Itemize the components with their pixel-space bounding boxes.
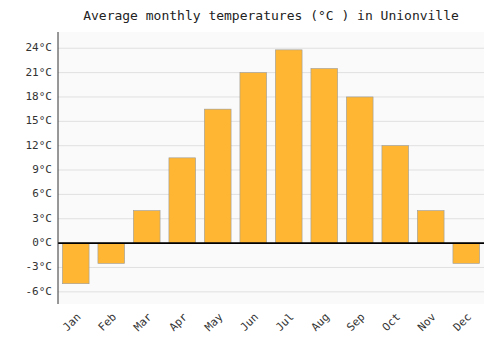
grid-line bbox=[58, 291, 484, 292]
chart-svg: -6°C -3°C 0°C 3°C 6°C 9°C 12°C 15°C 18°C 21°C 24°C… bbox=[0, 0, 500, 350]
x-axis: Jan Feb Mar Apr May Jun Jul Aug Sep Oct Nov Dec bbox=[60, 310, 474, 334]
bars bbox=[62, 50, 479, 284]
x-tick-label: Jun bbox=[238, 311, 261, 334]
bar bbox=[275, 50, 302, 243]
x-tick-label: Aug bbox=[309, 311, 332, 334]
x-tick-label: Sep bbox=[344, 311, 367, 334]
bar bbox=[98, 243, 125, 263]
grid-line bbox=[58, 72, 484, 73]
grid-line bbox=[58, 194, 484, 195]
y-tick-label: -3°C bbox=[26, 260, 53, 273]
y-axis: -6°C -3°C 0°C 3°C 6°C 9°C 12°C 15°C 18°C 21°C 24°C bbox=[26, 41, 53, 298]
x-tick-label: Apr bbox=[167, 310, 191, 334]
title: Average monthly temperatures (°C ) in Un… bbox=[83, 8, 459, 23]
bar bbox=[346, 97, 373, 243]
x-tick-label: Nov bbox=[415, 310, 439, 334]
y-tick-label: 3°C bbox=[32, 212, 52, 225]
zero-line bbox=[58, 242, 484, 244]
y-tick-label: 15°C bbox=[26, 114, 53, 127]
bar bbox=[382, 146, 409, 243]
bar bbox=[311, 69, 338, 244]
y-tick-label: 12°C bbox=[26, 139, 53, 152]
y-tick-label: 18°C bbox=[26, 90, 53, 103]
bar bbox=[169, 158, 196, 243]
y-axis-line bbox=[58, 32, 59, 304]
bar bbox=[204, 109, 231, 243]
grid-line bbox=[58, 170, 484, 171]
x-tick-label: Jan bbox=[60, 311, 83, 334]
y-tick-label: 9°C bbox=[32, 163, 52, 176]
grid-line bbox=[58, 145, 484, 146]
y-tick-label: -6°C bbox=[26, 285, 53, 298]
y-tick-label: 6°C bbox=[32, 187, 52, 200]
grid-line bbox=[58, 267, 484, 268]
grid bbox=[58, 48, 484, 292]
bar bbox=[62, 243, 89, 284]
grid-line bbox=[58, 243, 484, 244]
x-tick-label: Feb bbox=[96, 311, 119, 334]
bar bbox=[417, 211, 444, 243]
bar bbox=[133, 211, 160, 243]
bar bbox=[240, 73, 267, 244]
x-tick-label: May bbox=[202, 310, 226, 334]
grid-line bbox=[58, 48, 484, 49]
grid-line bbox=[58, 96, 484, 97]
y-tick-label: 24°C bbox=[26, 41, 53, 54]
x-tick-label: Dec bbox=[451, 311, 474, 334]
x-tick-label: Mar bbox=[131, 310, 155, 334]
bar bbox=[453, 243, 480, 263]
plot-background bbox=[58, 32, 484, 304]
grid-line bbox=[58, 121, 484, 122]
chart-container: -6°C -3°C 0°C 3°C 6°C 9°C 12°C 15°C 18°C 21°C 24°C… bbox=[0, 0, 500, 350]
x-tick-label: Oct bbox=[380, 311, 403, 334]
x-tick-label: Jul bbox=[273, 311, 296, 334]
y-tick-label: 0°C bbox=[32, 236, 52, 249]
y-tick-label: 21°C bbox=[26, 66, 53, 79]
